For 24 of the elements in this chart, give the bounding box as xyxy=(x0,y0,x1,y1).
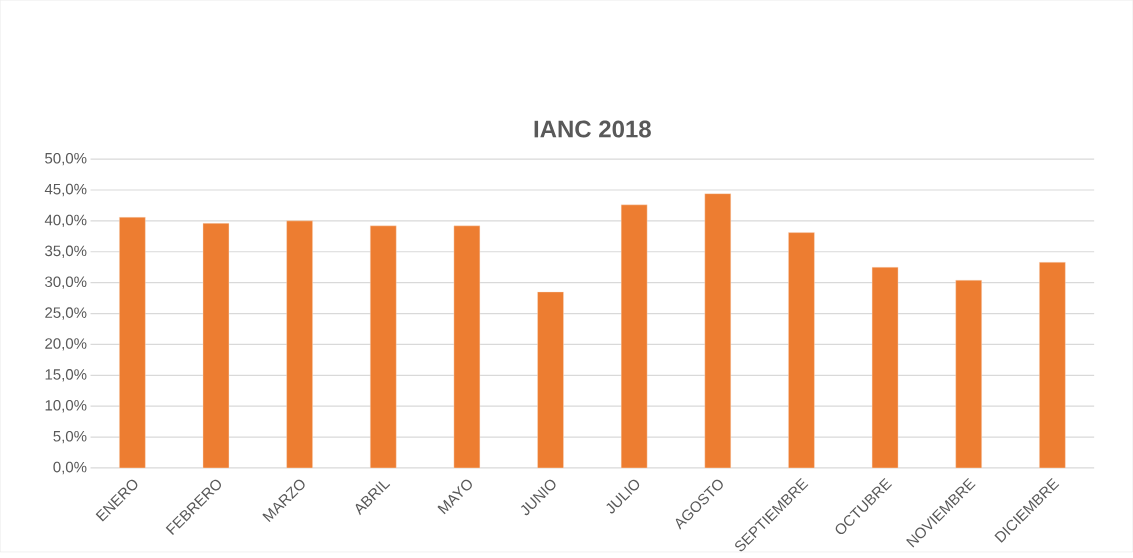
bar xyxy=(955,280,982,469)
y-tick-label: 5,0% xyxy=(53,430,87,444)
y-tick-label: 25,0% xyxy=(45,307,87,320)
bar xyxy=(704,193,731,469)
bar xyxy=(370,225,397,469)
y-tick-label: 10,0% xyxy=(45,400,87,413)
chart-title: IANC 2018 xyxy=(534,120,651,138)
y-tick-label: 15,0% xyxy=(45,369,87,382)
y-tick-label: 45,0% xyxy=(44,183,87,197)
bar xyxy=(788,232,815,469)
bar xyxy=(620,204,648,469)
y-tick-label: 40,0% xyxy=(44,214,87,228)
bar xyxy=(1039,262,1066,469)
bar xyxy=(537,291,564,469)
y-tick-label: 35,0% xyxy=(45,245,87,259)
bar xyxy=(286,220,313,469)
y-tick-label: 30,0% xyxy=(45,276,87,289)
bar xyxy=(119,217,146,469)
y-tick-label: 0,0% xyxy=(53,461,87,475)
bar xyxy=(202,223,230,469)
y-tick-label: 20,0% xyxy=(45,338,87,351)
bar xyxy=(453,225,481,469)
bar xyxy=(871,267,899,469)
y-tick-label: 50,0% xyxy=(45,152,87,166)
